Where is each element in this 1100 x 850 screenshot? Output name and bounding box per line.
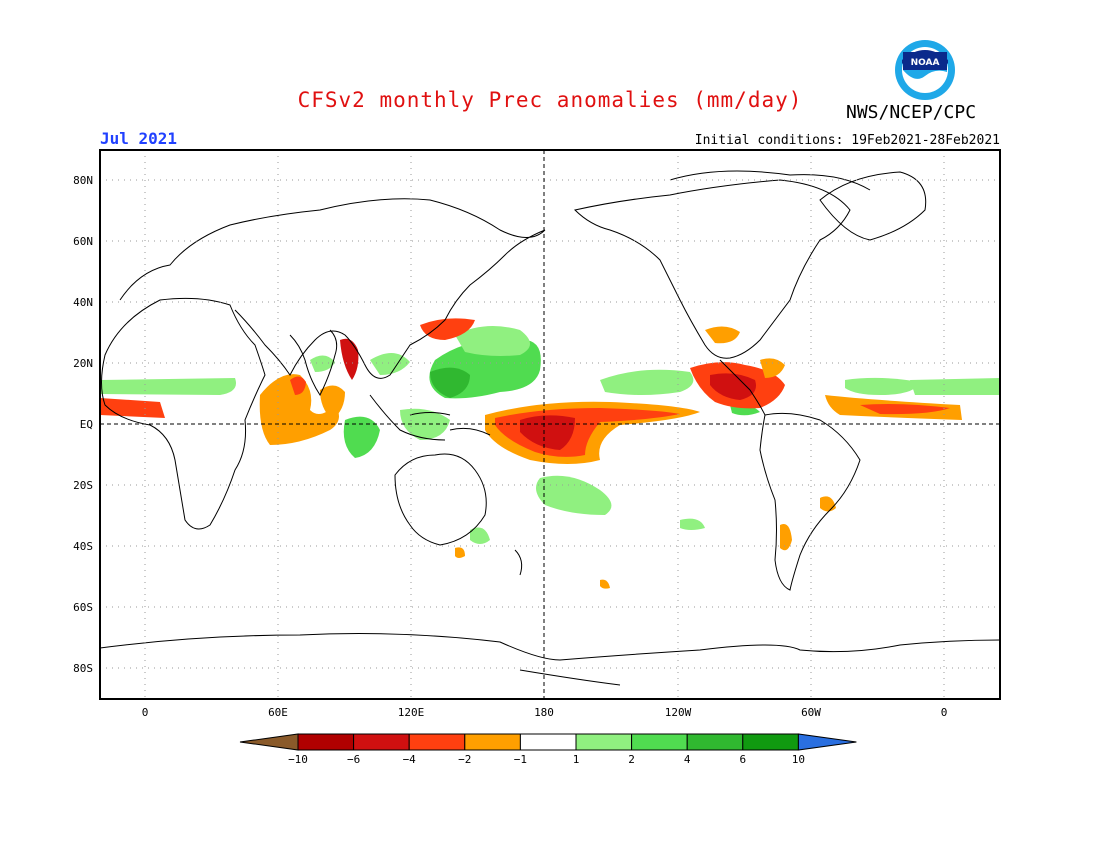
agency-label: NWS/NCEP/CPC [846, 102, 977, 123]
lon-label-60e: 60E [268, 706, 288, 719]
colorbar-label: 1 [573, 753, 580, 766]
logo-text: NOAA [911, 58, 940, 68]
initial-conditions: Initial conditions: 19Feb2021-28Feb2021 [694, 133, 1000, 148]
colorbar-swatch [742, 733, 799, 751]
lon-label-180: 180 [534, 706, 554, 719]
colorbar-swatch [519, 733, 577, 751]
lat-label-60s: 60S [73, 601, 93, 614]
lon-axis: 0 60E 120E 180 120W 60W 0 [142, 706, 948, 719]
lat-label-eq: EQ [80, 418, 93, 431]
colorbar-arrow-high [797, 733, 857, 751]
lat-label-80n: 80N [73, 174, 93, 187]
lon-label-120w: 120W [665, 706, 692, 719]
coastlines [100, 170, 1000, 686]
colorbar-arrow-low [239, 733, 299, 751]
colorbar-swatch [686, 733, 744, 751]
lon-label-60w: 60W [801, 706, 821, 719]
colorbar-swatch [631, 733, 688, 751]
colorbar-label: −1 [514, 753, 527, 766]
forecast-month: Jul 2021 [100, 129, 178, 148]
lon-label-0-east: 0 [941, 706, 948, 719]
colorbar-swatch [408, 733, 466, 751]
colorbar-swatch [297, 733, 355, 751]
graticule [100, 150, 1000, 699]
lat-label-80s: 80S [73, 662, 93, 675]
map-frame [99, 149, 1001, 700]
chart-title: CFSv2 monthly Prec anomalies (mm/day) [297, 88, 803, 112]
colorbar-label: 2 [628, 753, 635, 766]
lat-label-20n: 20N [73, 357, 93, 370]
colorbar-swatch [464, 733, 521, 751]
lat-label-40n: 40N [73, 296, 93, 309]
colorbar-swatch [575, 733, 633, 751]
colorbar-label: −6 [347, 753, 360, 766]
anomaly-patches [100, 318, 1000, 589]
colorbar: −10 −6 −4 −2 −1 1 2 4 6 10 [239, 733, 857, 766]
lon-label-120e: 120E [398, 706, 425, 719]
colorbar-label: −4 [403, 753, 417, 766]
colorbar-label: 10 [792, 753, 805, 766]
colorbar-swatch [353, 733, 410, 751]
lon-label-0: 0 [142, 706, 149, 719]
lat-label-60n: 60N [73, 235, 93, 248]
noaa-logo: NOAA [895, 40, 955, 100]
colorbar-label: 6 [739, 753, 746, 766]
lat-label-40s: 40S [73, 540, 93, 553]
colorbar-label: −2 [458, 753, 471, 766]
lat-label-20s: 20S [73, 479, 93, 492]
lat-axis: 80N 60N 40N 20N EQ 20S 40S 60S 80S [73, 174, 93, 675]
colorbar-label: −10 [288, 753, 308, 766]
colorbar-label: 4 [684, 753, 691, 766]
